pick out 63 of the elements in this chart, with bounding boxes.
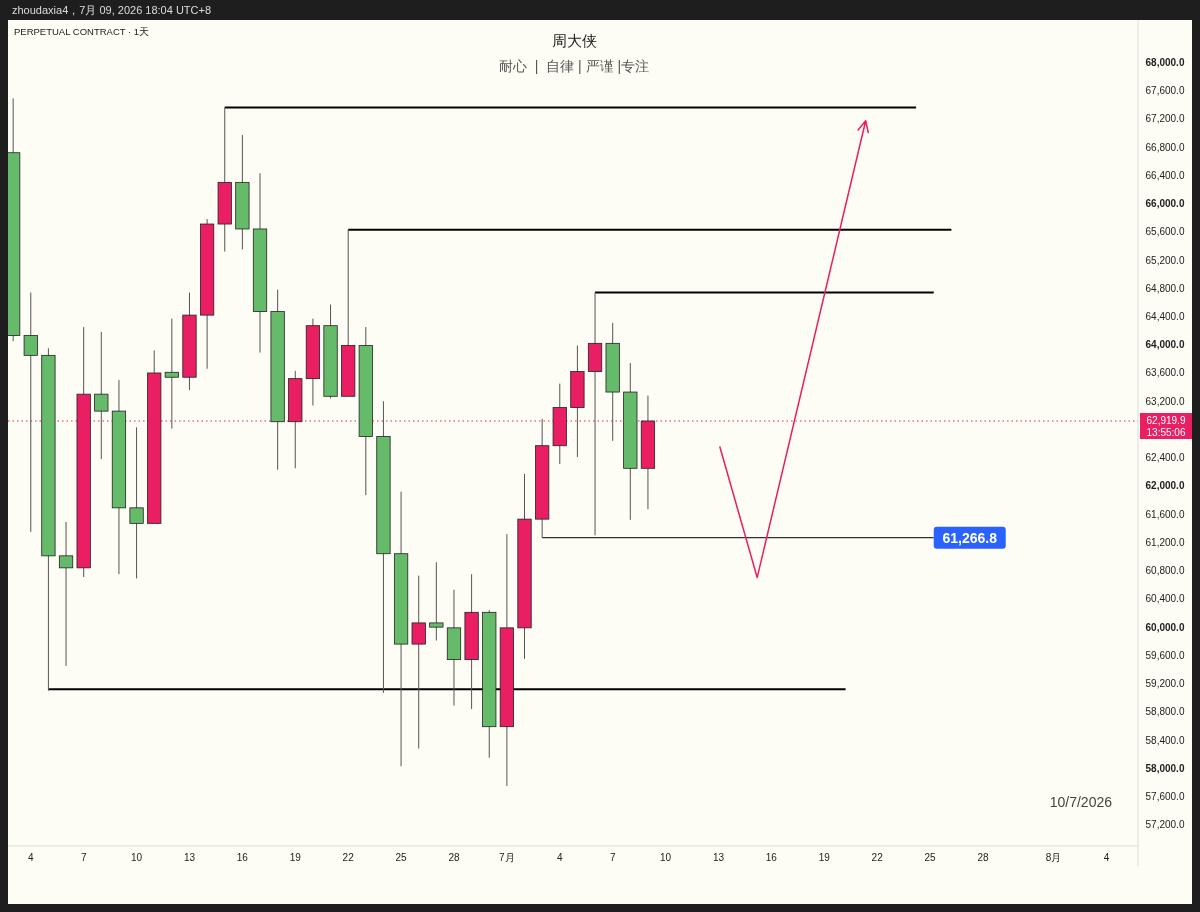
y-tick-label: 67,200.0 [1145, 113, 1185, 125]
x-tick-label: 10 [660, 852, 672, 863]
y-tick-label: 62,000.0 [1145, 480, 1185, 492]
candlestick [411, 575, 426, 750]
y-tick-label: 59,200.0 [1145, 678, 1185, 690]
x-tick-label: 4 [28, 852, 34, 863]
x-tick-label: 16 [236, 852, 249, 863]
x-tick-label: 7 [80, 852, 87, 863]
annotation: 10/7/2026 [1049, 794, 1113, 810]
x-tick-label: 10 [131, 852, 143, 863]
candlestick [58, 521, 74, 667]
x-tick-label: 22 [871, 852, 884, 863]
text: zhoudaxia4，7月 09, 2026 18:04 UTC+8 [12, 4, 212, 16]
x-tick-label: 7月 [499, 852, 515, 863]
y-tick-label: 67,600.0 [1145, 85, 1185, 97]
x-tick-label: 13 [712, 852, 725, 863]
y-tick-label: 63,600.0 [1145, 367, 1185, 379]
y-tick-label: 57,600.0 [1145, 791, 1185, 803]
y-tick-label: 58,000.0 [1145, 762, 1185, 774]
y-tick-label: 58,400.0 [1145, 734, 1185, 746]
y-tick-label: 60,400.0 [1145, 593, 1185, 605]
annotation: 61,266.8 [942, 529, 998, 546]
y-tick-label: 57,200.0 [1145, 819, 1185, 831]
y-tick-label: 65,200.0 [1145, 254, 1185, 266]
x-tick-label: 4 [556, 852, 563, 863]
text: 13:55:06 [1146, 426, 1186, 438]
candlestick [164, 318, 179, 430]
x-tick-label: 25 [395, 852, 408, 863]
x-tick-label: 16 [765, 852, 778, 863]
x-tick-label: 13 [183, 852, 196, 863]
annotation: PERPETUAL CONTRACT · 1天 [14, 26, 150, 37]
x-tick-label: 7 [609, 852, 616, 863]
candlestick [94, 331, 109, 460]
candlestick [23, 292, 38, 533]
x-tick-label: 19 [289, 852, 302, 863]
x-tick-label: 8月 [1045, 852, 1062, 863]
y-tick-label: 66,800.0 [1145, 141, 1185, 153]
x-tick-label: 25 [924, 852, 937, 863]
candlestick [129, 426, 144, 579]
text: 耐心 | 自律 | 严谨 |专注 [498, 58, 650, 74]
x-tick-label: 28 [977, 852, 989, 863]
y-tick-label: 59,600.0 [1145, 649, 1185, 661]
x-tick-label: 28 [448, 852, 460, 863]
y-tick-label: 61,600.0 [1145, 508, 1185, 520]
y-tick-label: 60,800.0 [1145, 565, 1185, 577]
y-tick-label: 64,000.0 [1145, 339, 1185, 351]
text: 周大侠 [551, 32, 597, 49]
y-tick-label: 60,000.0 [1145, 621, 1185, 633]
x-tick-label: 19 [818, 852, 831, 863]
y-tick-label: 68,000.0 [1145, 56, 1185, 68]
y-tick-label: 66,000.0 [1145, 198, 1185, 210]
y-tick-label: 64,800.0 [1145, 282, 1185, 294]
y-tick-label: 63,200.0 [1145, 395, 1185, 407]
candlestick [429, 561, 444, 642]
y-tick-label: 66,400.0 [1145, 169, 1185, 181]
y-tick-label: 64,400.0 [1145, 311, 1185, 323]
x-tick-label: 4 [1103, 852, 1110, 863]
y-tick-label: 65,600.0 [1145, 226, 1185, 238]
y-tick-label: 62,400.0 [1145, 452, 1185, 464]
x-tick-label: 22 [342, 852, 355, 863]
y-tick-label: 58,800.0 [1145, 706, 1185, 718]
y-tick-label: 61,200.0 [1145, 536, 1185, 548]
ref-line-label: 62,919.9 [1146, 415, 1186, 427]
